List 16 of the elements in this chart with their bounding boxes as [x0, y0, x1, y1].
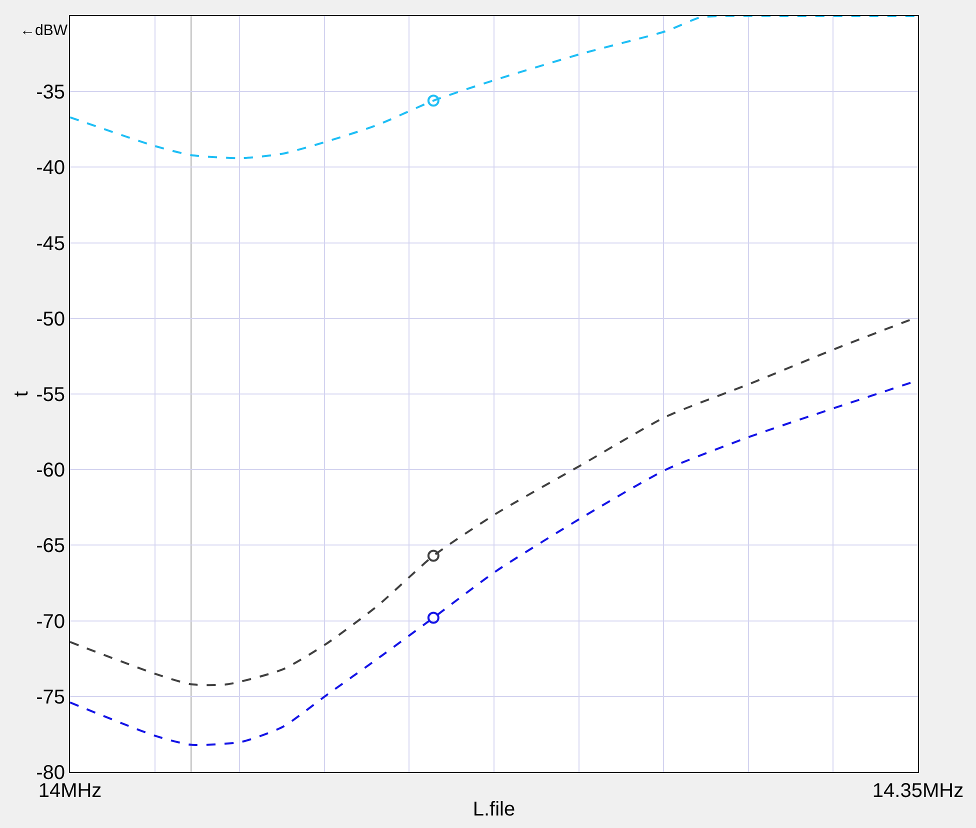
y-tick-label: -35 [36, 82, 65, 104]
y-axis-title: t [10, 390, 33, 397]
y-tick-label: -65 [36, 535, 65, 558]
x-axis-title: L.file [472, 798, 516, 820]
y-tick-label: -70 [36, 610, 65, 633]
y-tick-label: -40 [36, 157, 65, 180]
point [427, 550, 440, 562]
point [427, 612, 440, 624]
y-tick-label: -75 [36, 686, 65, 708]
y-tick-label: -50 [36, 308, 65, 330]
x-tick-label: 14.35MHz [872, 780, 964, 802]
text: ←dBW [20, 22, 68, 39]
y-tick-label: -45 [36, 232, 65, 255]
point [427, 94, 440, 107]
y-tick-label: -55 [36, 384, 65, 406]
y-tick-label: -60 [36, 460, 65, 482]
